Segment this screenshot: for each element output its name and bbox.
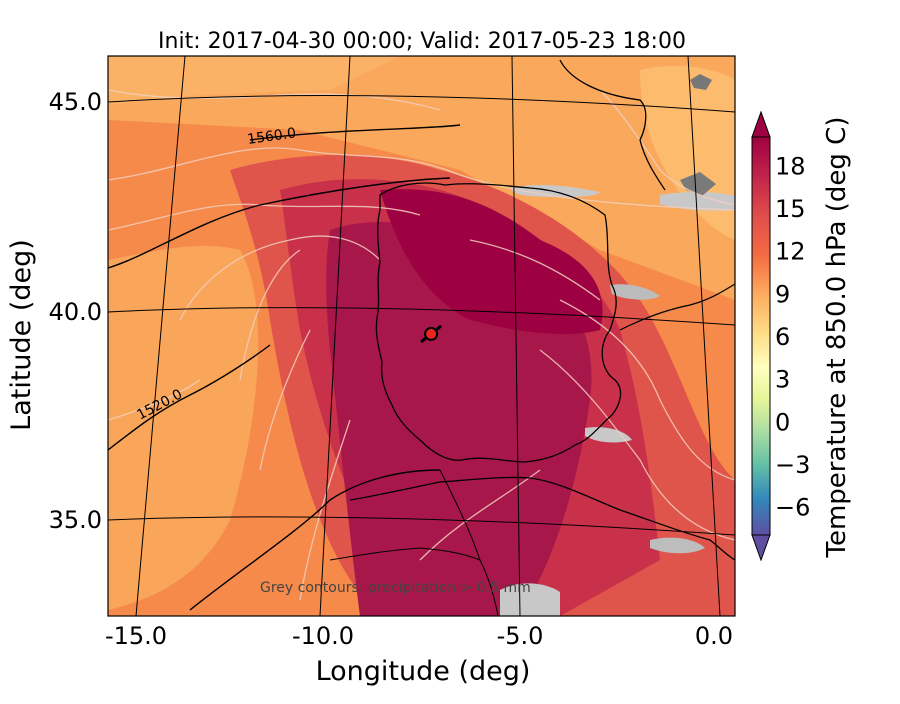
coastline-africa — [349, 476, 735, 561]
height-contour — [108, 344, 271, 451]
map-frame — [107, 55, 736, 617]
colorbar-tick-label: 9 — [775, 280, 790, 308]
height-contour — [108, 177, 451, 269]
coastline-east — [619, 283, 735, 331]
marker-dot — [424, 326, 439, 341]
field-northwest-light — [108, 56, 400, 105]
colorbar-tick-label: 0 — [775, 408, 790, 436]
y-tick-label: 45.0 — [49, 88, 102, 116]
field-northern-orange — [108, 56, 735, 300]
colorbar: 18 15 12 9 6 3 0 −3 −6 Temperature at 850.0 hPa … — [751, 110, 852, 562]
y-tick-label: 35.0 — [49, 506, 102, 534]
precip-annotation: Grey contours: precipitation > 0.5 mm — [260, 580, 531, 596]
precip-patch — [610, 284, 660, 300]
y-axis-label: Latitude (deg) — [6, 239, 37, 431]
precip-patch — [690, 74, 712, 90]
colorbar-tick-label: 12 — [775, 238, 806, 266]
x-axis-label: Longitude (deg) — [316, 656, 531, 687]
field-hottest-core — [380, 189, 603, 335]
coastline-france — [559, 59, 666, 191]
location-marker — [420, 324, 443, 344]
height-contour — [249, 124, 461, 141]
y-tick-labels: 45.0 40.0 35.0 — [49, 88, 102, 534]
temperature-field — [108, 56, 735, 616]
precip-patch — [650, 537, 705, 554]
colorbar-top-extend — [751, 110, 771, 138]
coastline-iberia — [375, 182, 622, 463]
x-tick-labels: -15.0 -10.0 -5.0 0.0 — [105, 622, 733, 650]
graticule — [108, 56, 735, 616]
x-tick-label: 0.0 — [695, 622, 733, 650]
y-tick-label: 40.0 — [49, 298, 102, 326]
colorbar-tick-label: 6 — [775, 323, 790, 351]
colorbar-tick-label: −6 — [775, 494, 810, 522]
contour-label-1560: 1560.0 — [246, 125, 297, 148]
colorbar-tick-label: −3 — [775, 451, 810, 479]
colorbar-bottom-extend — [751, 534, 771, 562]
colorbar-tick-label: 18 — [775, 152, 806, 180]
colorbar-ticks: 18 15 12 9 6 3 0 −3 −6 — [775, 152, 810, 521]
x-tick-label: -15.0 — [105, 622, 167, 650]
figure-title: Init: 2017-04-30 00:00; Valid: 2017-05-2… — [158, 29, 686, 54]
colorbar-tick-label: 3 — [775, 366, 790, 394]
temperature-contours — [108, 89, 735, 601]
x-tick-label: -10.0 — [292, 622, 354, 650]
precip-patch — [660, 192, 735, 211]
precip-patch — [500, 583, 560, 616]
colorbar-bar — [751, 136, 771, 536]
colorbar-tick-label: 15 — [775, 195, 806, 223]
precip-patch — [585, 427, 632, 443]
x-tick-label: -5.0 — [497, 622, 544, 650]
colorbar-label: Temperature at 850.0 hPa (deg C) — [822, 117, 852, 559]
border-line — [329, 547, 481, 561]
